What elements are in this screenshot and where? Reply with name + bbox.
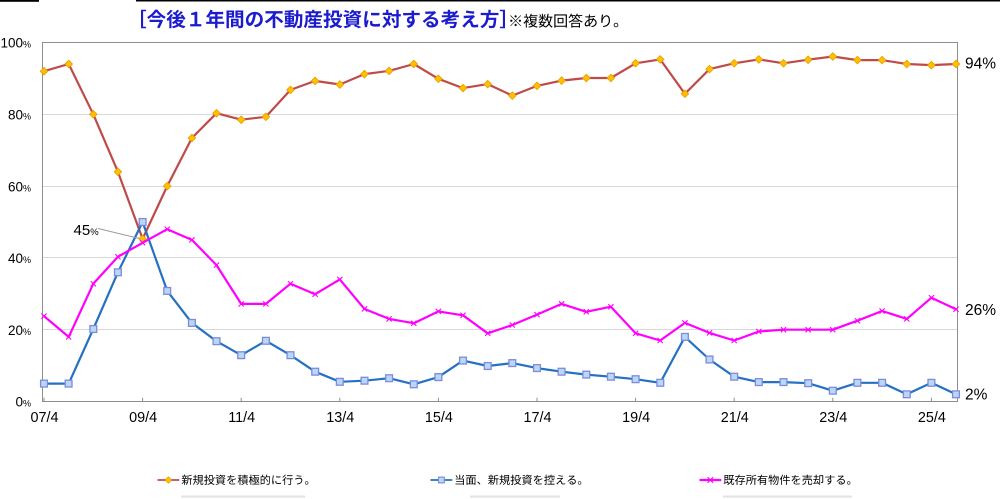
svg-text:26%: 26%: [965, 302, 996, 319]
svg-text:94%: 94%: [965, 56, 996, 73]
svg-text:25/4: 25/4: [918, 410, 946, 426]
svg-text:17/4: 17/4: [523, 410, 551, 426]
svg-text:20%: 20%: [8, 323, 31, 338]
svg-text:07/4: 07/4: [30, 410, 58, 426]
svg-text:45%: 45%: [74, 222, 100, 239]
svg-text:80%: 80%: [8, 108, 31, 123]
svg-text:19/4: 19/4: [622, 410, 650, 426]
svg-text:21/4: 21/4: [721, 410, 749, 426]
svg-text:11/4: 11/4: [228, 410, 255, 426]
svg-text:60%: 60%: [8, 179, 31, 194]
svg-text:09/4: 09/4: [129, 410, 157, 426]
svg-text:40%: 40%: [8, 251, 31, 266]
svg-text:2%: 2%: [965, 387, 988, 404]
svg-text:13/4: 13/4: [326, 410, 354, 426]
svg-text:0%: 0%: [15, 395, 31, 410]
svg-text:100%: 100%: [0, 36, 31, 51]
svg-text:23/4: 23/4: [819, 410, 847, 426]
svg-text:15/4: 15/4: [425, 410, 453, 426]
